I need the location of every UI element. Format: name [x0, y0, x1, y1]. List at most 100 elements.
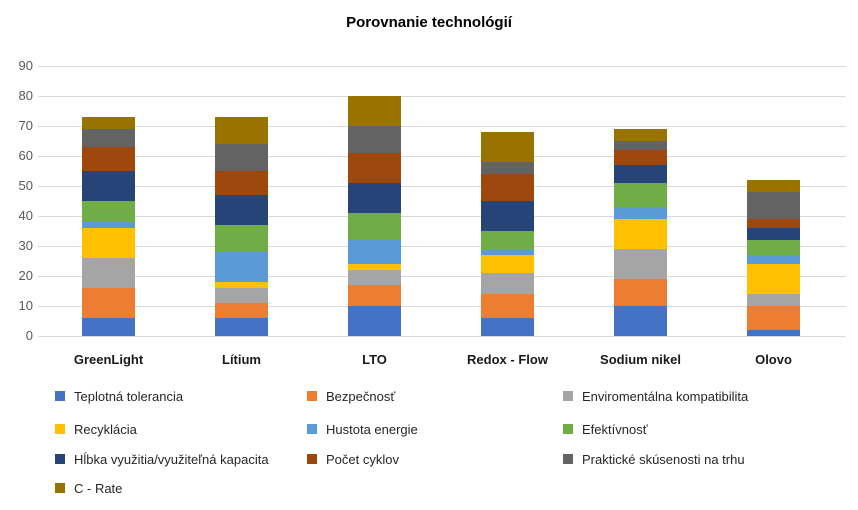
bar-segment — [614, 249, 667, 279]
legend-swatch-icon — [55, 424, 65, 434]
legend-swatch-icon — [563, 391, 573, 401]
legend-swatch-icon — [307, 424, 317, 434]
category-label: Lítium — [222, 352, 261, 367]
gridline — [38, 215, 846, 217]
legend-item: Počet cyklov — [307, 451, 399, 467]
y-axis-tick-label: 30 — [18, 238, 33, 253]
bar-segment — [481, 174, 534, 201]
legend-label: Recyklácia — [74, 421, 137, 437]
y-axis-tick-label: 40 — [18, 208, 33, 223]
y-axis-tick-label: 70 — [18, 118, 33, 133]
bar-segment — [747, 264, 800, 294]
legend-label: Hĺbka využitia/využiteľná kapacita — [74, 451, 269, 467]
gridline — [38, 185, 846, 187]
bar-segment — [215, 288, 268, 303]
bar-segment — [481, 201, 534, 231]
bar-segment — [348, 240, 401, 264]
bar-segment — [481, 132, 534, 162]
bar-segment — [82, 147, 135, 171]
bar-segment — [215, 171, 268, 195]
bar-segment — [747, 306, 800, 330]
gridline — [38, 65, 846, 67]
bar-segment — [747, 219, 800, 228]
legend-item: Hustota energie — [307, 421, 418, 437]
bar-segment — [614, 141, 667, 150]
gridline — [38, 305, 846, 307]
bar-segment — [348, 126, 401, 153]
legend-label: Teplotná tolerancia — [74, 388, 184, 404]
y-axis-tick-label: 0 — [25, 328, 33, 343]
y-axis-tick-label: 60 — [18, 148, 33, 163]
bar-segment — [215, 195, 268, 225]
bar-segment — [348, 264, 401, 270]
bar-segment — [348, 306, 401, 336]
bar-segment — [481, 249, 534, 255]
legend-swatch-icon — [563, 424, 573, 434]
bar-segment — [614, 165, 667, 183]
bar-segment — [614, 183, 667, 207]
category-label: Sodium nikel — [600, 352, 681, 367]
bar-segment — [82, 171, 135, 201]
y-axis-tick-label: 10 — [18, 298, 33, 313]
category-label: GreenLight — [73, 352, 144, 367]
bar-segment — [348, 96, 401, 126]
bar-segment — [481, 231, 534, 249]
bar-segment — [82, 129, 135, 147]
bar-segment — [747, 192, 800, 219]
bar-segment — [215, 303, 268, 318]
bar-segment — [82, 288, 135, 318]
bar-segment — [747, 180, 800, 192]
legend-item: Praktické skúsenosti na trhu — [563, 451, 745, 467]
legend-item: Hĺbka využitia/využiteľná kapacita — [55, 451, 269, 467]
gridline — [38, 245, 846, 247]
bar-segment — [215, 144, 268, 171]
chart-title: Porovnanie technológií — [346, 14, 512, 31]
y-axis-tick-label: 20 — [18, 268, 33, 283]
bar-segment — [481, 273, 534, 294]
bar-segment — [348, 270, 401, 285]
category-label: Olovo — [755, 352, 792, 367]
bar-segment — [82, 117, 135, 129]
bar-segment — [614, 219, 667, 249]
bar-segment — [747, 228, 800, 240]
legend-item: Bezpečnosť — [307, 388, 396, 404]
bar-segment — [82, 228, 135, 258]
legend-swatch-icon — [55, 483, 65, 493]
gridline — [38, 335, 846, 337]
bar-segment — [481, 294, 534, 318]
gridline — [38, 95, 846, 97]
legend-swatch-icon — [55, 454, 65, 464]
bar-segment — [215, 252, 268, 282]
gridline — [38, 125, 846, 127]
legend-swatch-icon — [563, 454, 573, 464]
bar-segment — [215, 318, 268, 336]
bar-segment — [614, 306, 667, 336]
bar-segment — [215, 117, 268, 144]
bar-segment — [747, 255, 800, 264]
legend-label: Bezpečnosť — [326, 388, 396, 404]
legend-label: Praktické skúsenosti na trhu — [582, 451, 745, 467]
bar-segment — [481, 318, 534, 336]
legend-swatch-icon — [55, 391, 65, 401]
bar-segment — [82, 258, 135, 288]
legend-item: C - Rate — [55, 480, 123, 496]
bar-segment — [614, 279, 667, 306]
legend-item: Enviromentálna kompatibilita — [563, 388, 749, 404]
bar-segment — [614, 207, 667, 219]
y-axis-tick-label: 50 — [18, 178, 33, 193]
legend-label: Hustota energie — [326, 421, 418, 437]
legend-swatch-icon — [307, 391, 317, 401]
bar-segment — [747, 330, 800, 336]
bar-segment — [82, 222, 135, 228]
y-axis-tick-label: 80 — [18, 88, 33, 103]
legend-label: C - Rate — [74, 480, 123, 496]
bar-segment — [747, 240, 800, 255]
legend-label: Efektívnosť — [582, 421, 648, 437]
legend-label: Počet cyklov — [326, 451, 399, 467]
legend-swatch-icon — [307, 454, 317, 464]
legend-label: Enviromentálna kompatibilita — [582, 388, 749, 404]
bar-segment — [82, 201, 135, 222]
bar-segment — [215, 282, 268, 288]
legend-item: Efektívnosť — [563, 421, 648, 437]
